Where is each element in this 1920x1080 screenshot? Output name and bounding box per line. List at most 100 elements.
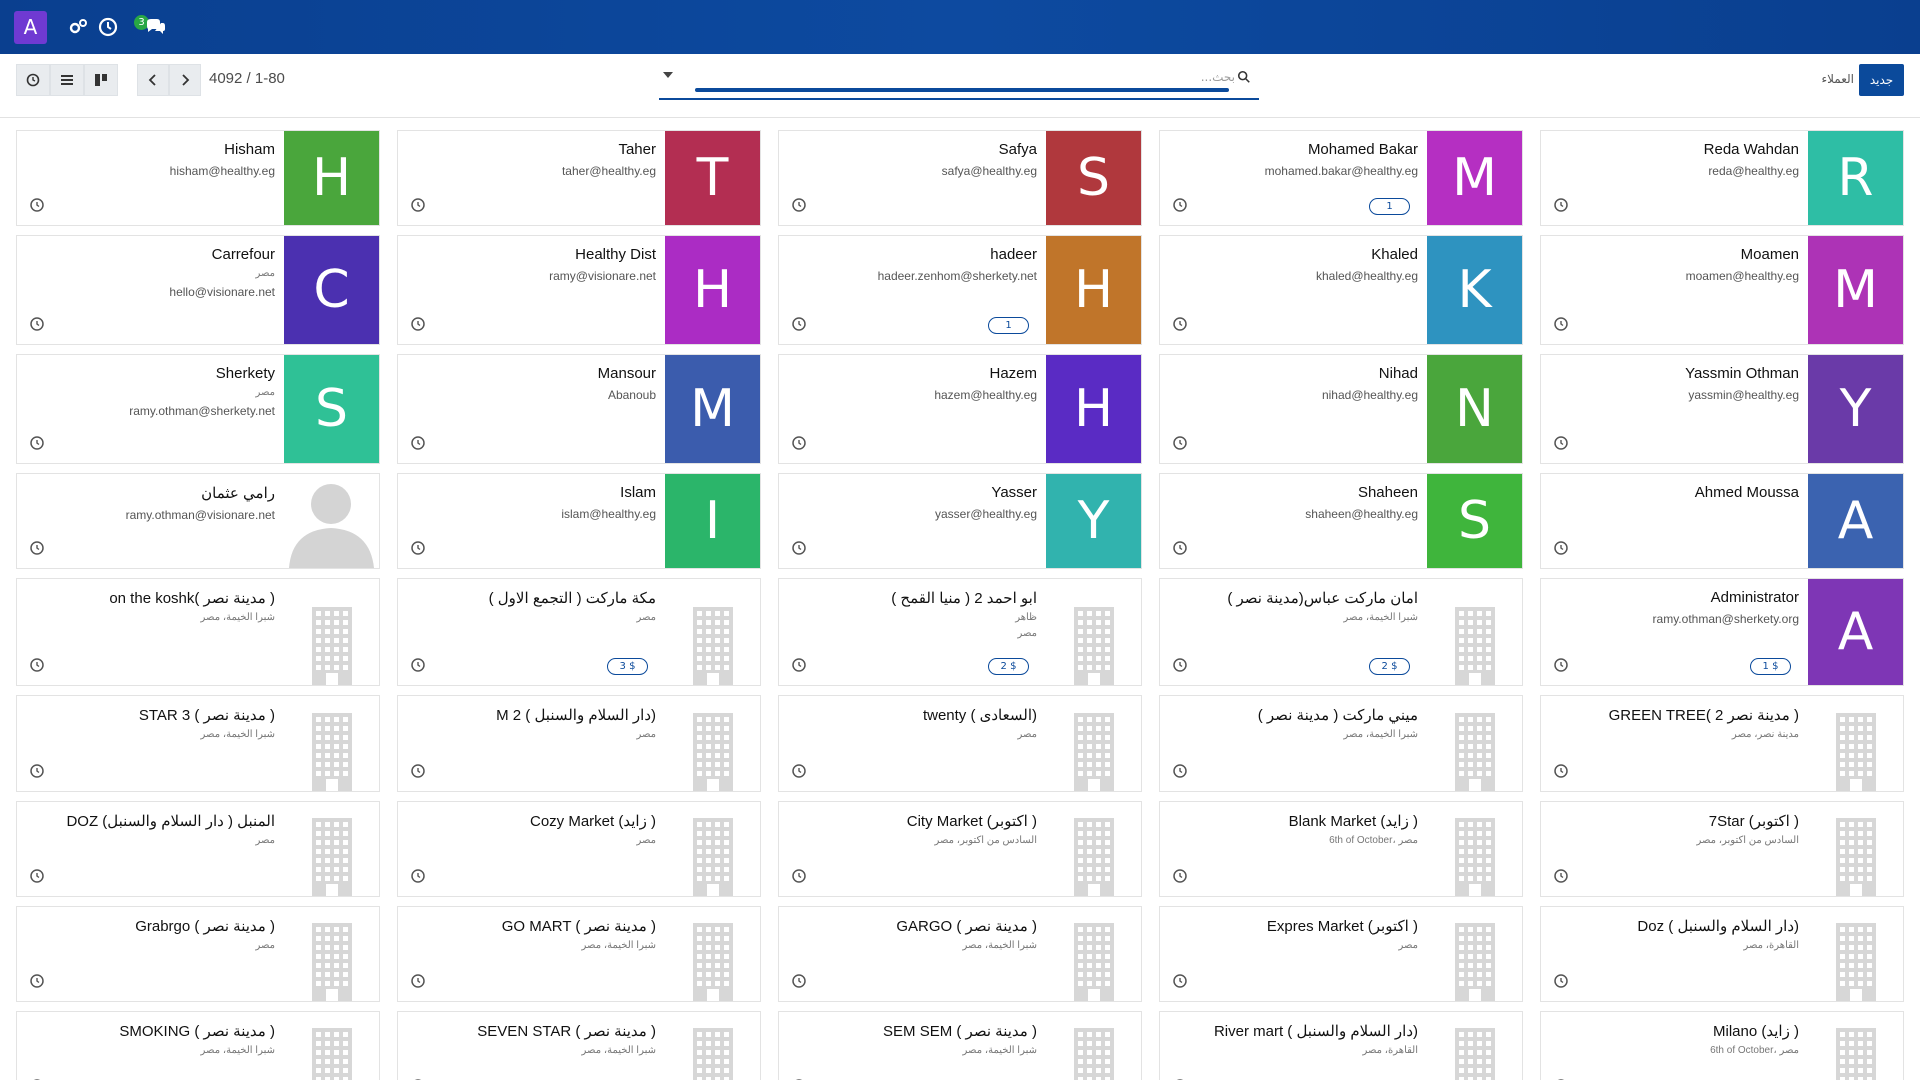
activity-clock-icon[interactable] [29, 316, 45, 332]
card-badge[interactable]: 2 $ [1369, 658, 1410, 675]
activity-clock-icon[interactable] [410, 197, 426, 213]
customer-card[interactable]: SEVEN STAR ( مدينة نصر ) شبرا الخيمة، مصر [397, 1011, 761, 1080]
card-badge[interactable]: 2 $ [988, 658, 1029, 675]
search-icon[interactable] [1237, 70, 1251, 84]
chat-icon[interactable] [144, 15, 168, 39]
activity-clock-icon[interactable] [791, 868, 807, 884]
activity-clock-icon[interactable] [791, 540, 807, 556]
customer-card[interactable]: Ahmed Moussa A [1540, 473, 1904, 569]
activity-clock-icon[interactable] [1172, 868, 1188, 884]
activity-clock-icon[interactable] [1553, 540, 1569, 556]
customer-card[interactable]: Mohamed Bakar mohamed.bakar@healthy.eg M 1 [1159, 130, 1523, 226]
activity-clock-icon[interactable] [410, 540, 426, 556]
customer-card[interactable]: STAR 3 ( مدينة نصر ) شبرا الخيمة، مصر [16, 695, 380, 792]
customer-card[interactable]: 7Star (اكتوبر ) السادس من أكتوبر، مصر [1540, 801, 1904, 897]
activity-clock-icon[interactable] [410, 973, 426, 989]
customer-card[interactable]: Expres Market (اكتوبر ) مصر [1159, 906, 1523, 1002]
customer-card[interactable]: Khaled khaled@healthy.eg K [1159, 235, 1523, 345]
customer-card[interactable]: Hisham hisham@healthy.eg H [16, 130, 380, 226]
activity-clock-icon[interactable] [1553, 868, 1569, 884]
activity-clock-icon[interactable] [29, 868, 45, 884]
card-badge[interactable]: 1 $ [1750, 658, 1791, 675]
customer-card[interactable]: Hazem hazem@healthy.eg H [778, 354, 1142, 464]
card-badge[interactable]: 1 [1369, 198, 1410, 215]
customer-card[interactable]: River mart ( دار السلام والسنبل) القاهرة،… [1159, 1011, 1523, 1080]
activity-clock-icon[interactable] [410, 435, 426, 451]
customer-card[interactable]: Sherkety مصر ramy.othman@sherkety.net S [16, 354, 380, 464]
customer-card[interactable]: on the koshk( مدينة نصر ) شبرا الخيمة، مص… [16, 578, 380, 686]
activity-clock-icon[interactable] [1172, 973, 1188, 989]
activity-clock-icon[interactable] [791, 657, 807, 673]
customer-card[interactable]: Yassmin Othman yassmin@healthy.eg Y [1540, 354, 1904, 464]
activity-clock-icon[interactable] [1172, 316, 1188, 332]
activity-clock-icon[interactable] [29, 540, 45, 556]
activity-clock-icon[interactable] [1553, 973, 1569, 989]
activity-clock-icon[interactable] [791, 197, 807, 213]
activity-clock-icon[interactable] [1172, 657, 1188, 673]
customer-card[interactable]: hadeer hadeer.zenhom@sherkety.net H 1 [778, 235, 1142, 345]
customer-card[interactable]: Cozy Market (زايد ) مصر [397, 801, 761, 897]
pager-value[interactable]: 4092 / 1-80 [209, 70, 285, 87]
activity-clock-icon[interactable] [791, 973, 807, 989]
activity-clock-icon[interactable] [410, 763, 426, 779]
activity-clock-icon[interactable] [791, 435, 807, 451]
activity-clock-icon[interactable] [1553, 657, 1569, 673]
customer-card[interactable]: DOZ المنبل ( دار السلام والسنبل) مصر [16, 801, 380, 897]
customer-card[interactable]: SMOKING ( مدينة نصر ) شبرا الخيمة، مصر [16, 1011, 380, 1080]
create-button[interactable]: جديد [1859, 64, 1904, 96]
activity-clock-icon[interactable] [410, 316, 426, 332]
customer-card[interactable]: City Market (اكتوبر ) السادس من أكتوبر، م… [778, 801, 1142, 897]
activity-clock-icon[interactable] [1553, 316, 1569, 332]
customer-card[interactable]: GO MART ( مدينة نصر ) شبرا الخيمة، مصر [397, 906, 761, 1002]
activity-clock-icon[interactable] [791, 316, 807, 332]
pager-next-button[interactable] [169, 64, 201, 96]
customer-card[interactable]: Administrator ramy.othman@sherkety.org A 1 … [1540, 578, 1904, 686]
customer-card[interactable]: Milano (زايد ) 6th of October، مصر [1540, 1011, 1904, 1080]
customer-card[interactable]: Yasser yasser@healthy.eg Y [778, 473, 1142, 569]
activity-clock-icon[interactable] [410, 868, 426, 884]
customer-card[interactable]: Shaheen shaheen@healthy.eg S [1159, 473, 1523, 569]
customer-card[interactable]: ( ميني ماركت ( مدينة نصر شبرا الخيمة، مصر [1159, 695, 1523, 792]
customer-card[interactable]: Nihad nihad@healthy.eg N [1159, 354, 1523, 464]
customer-card[interactable]: رامي عثمان ramy.othman@visionare.net [16, 473, 380, 569]
customer-card[interactable]: ابو احمد 2 ( منيا القمح ) ظاهر مصر 2 $ [778, 578, 1142, 686]
activity-clock-icon[interactable] [1553, 763, 1569, 779]
activity-clock-icon[interactable] [410, 657, 426, 673]
customer-card[interactable]: Moamen moamen@healthy.eg M [1540, 235, 1904, 345]
customer-card[interactable]: M 2 ( دار السلام والسنبل) مصر [397, 695, 761, 792]
activity-clock-icon[interactable] [1172, 197, 1188, 213]
clock-icon[interactable] [96, 15, 120, 39]
customer-card[interactable]: SEM SEM ( مدينة نصر ) شبرا الخيمة، مصر [778, 1011, 1142, 1080]
search-options-toggle[interactable] [663, 72, 673, 78]
gears-icon[interactable] [66, 15, 90, 39]
activity-clock-icon[interactable] [1172, 763, 1188, 779]
customer-card[interactable]: Taher taher@healthy.eg T [397, 130, 761, 226]
customer-card[interactable]: Reda Wahdan reda@healthy.eg R [1540, 130, 1904, 226]
activity-clock-icon[interactable] [29, 197, 45, 213]
activity-clock-icon[interactable] [1553, 435, 1569, 451]
activity-clock-icon[interactable] [1553, 197, 1569, 213]
customer-card[interactable]: twenty ( السعادى) مصر [778, 695, 1142, 792]
search-input[interactable] [695, 66, 1235, 88]
activity-clock-icon[interactable] [29, 763, 45, 779]
activity-view-button[interactable] [16, 64, 50, 96]
activity-clock-icon[interactable] [1172, 540, 1188, 556]
activity-clock-icon[interactable] [29, 973, 45, 989]
activity-clock-icon[interactable] [1172, 435, 1188, 451]
app-menu-avatar[interactable]: A [14, 11, 47, 44]
card-badge[interactable]: 3 $ [607, 658, 648, 675]
card-badge[interactable]: 1 [988, 317, 1029, 334]
activity-clock-icon[interactable] [791, 763, 807, 779]
activity-clock-icon[interactable] [29, 657, 45, 673]
customer-card[interactable]: امان ماركت عباس(مدينة نصر ) شبرا الخيمة، … [1159, 578, 1523, 686]
customer-card[interactable]: Carrefour مصر hello@visionare.net C [16, 235, 380, 345]
customer-card[interactable]: GARGO ( مدينة نصر ) شبرا الخيمة، مصر [778, 906, 1142, 1002]
customer-card[interactable]: Mansour Abanoub M [397, 354, 761, 464]
customer-card[interactable]: GREEN TREE( مدينة نصر 2 ) مدينة نصر، مصر [1540, 695, 1904, 792]
kanban-view-button[interactable] [84, 64, 118, 96]
customer-card[interactable]: Doz ( دار السلام والسنبل) القاهرة، مصر [1540, 906, 1904, 1002]
activity-clock-icon[interactable] [29, 435, 45, 451]
customer-card[interactable]: Blank Market (زايد ) 6th of October، مصر [1159, 801, 1523, 897]
customer-card[interactable]: مكة ماركت ( التجمع الاول ) مصر 3 $ [397, 578, 761, 686]
customer-card[interactable]: Safya safya@healthy.eg S [778, 130, 1142, 226]
